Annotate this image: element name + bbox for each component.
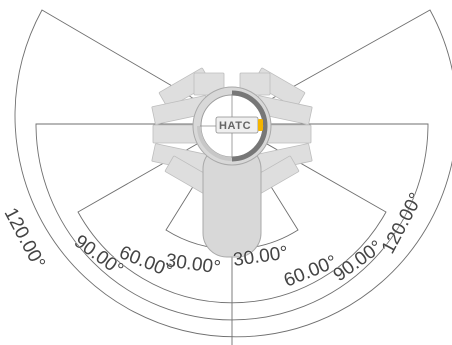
sensor-head-shadow-arc	[231, 90, 268, 162]
angle-label-right-90: 90.00°	[330, 237, 387, 286]
angle-label-right-120: 120.00°	[378, 189, 427, 257]
sensor-head-light-arc	[197, 125, 233, 161]
brand-logo-text: HATC	[219, 120, 251, 132]
outer-coverage-arc	[14, 9, 452, 338]
sensor-device: HATC	[192, 86, 272, 258]
coverage-arc-60	[77, 123, 387, 304]
coverage-arc-90	[35, 123, 429, 321]
accent-indicator	[258, 119, 263, 131]
angle-label-left-120: 120.00°	[0, 204, 49, 272]
angle-label-left-30: 30.00°	[164, 250, 222, 278]
